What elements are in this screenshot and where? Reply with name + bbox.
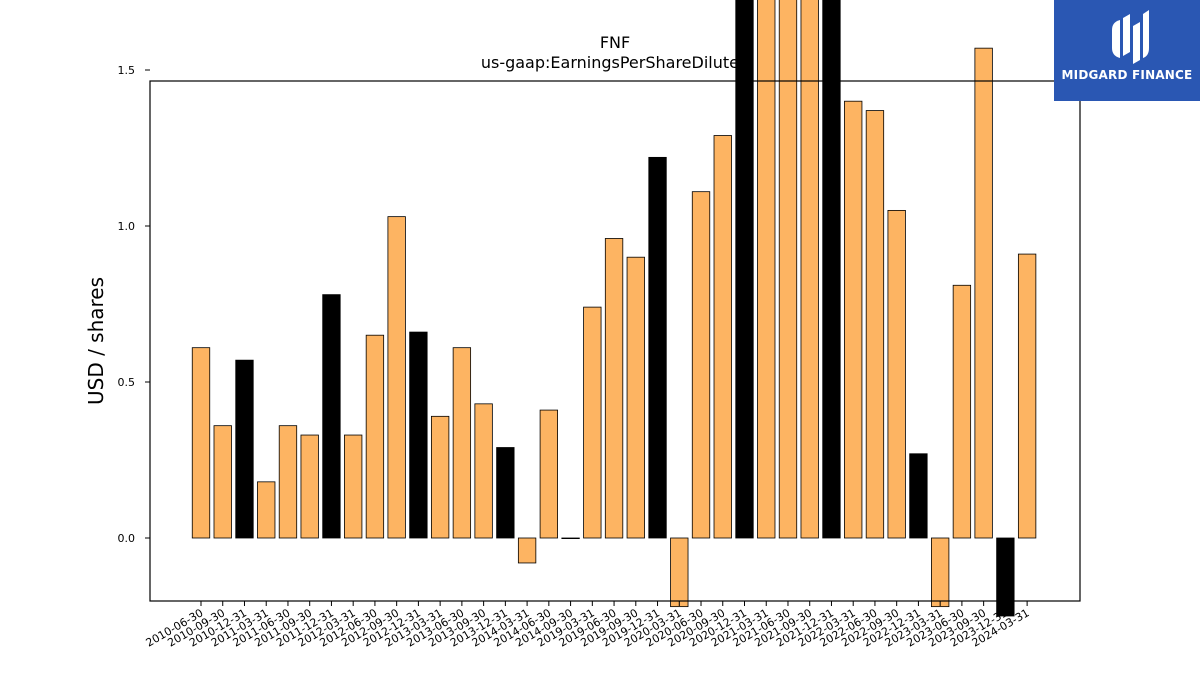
bar-2012-12-31 — [409, 331, 428, 539]
bar-2022-03-31 — [844, 100, 863, 539]
bar-2020-12-31 — [735, 0, 754, 539]
bar-2010-09-30 — [213, 425, 232, 539]
bar-2019-09-30 — [626, 256, 645, 539]
bar-2010-12-31 — [235, 359, 254, 539]
bar-2019-12-31 — [648, 156, 667, 539]
bar-2011-09-30 — [300, 434, 319, 539]
bar-2012-09-30 — [387, 216, 406, 539]
bar-2022-06-30 — [865, 110, 885, 539]
bar-2024-03-31 — [1017, 253, 1037, 539]
bar-2023-12-31 — [996, 537, 1015, 617]
bar-2011-03-31 — [257, 481, 276, 539]
bar-2019-06-30 — [604, 238, 624, 539]
y-ticks-layer: 0.00.51.01.52.02.5 — [118, 64, 150, 545]
bar-2021-12-31 — [822, 0, 841, 539]
chart-title: FNF — [600, 33, 630, 52]
bar-2013-06-30 — [452, 347, 472, 539]
y-tick-label: 1.5 — [118, 64, 136, 77]
chart-subtitle: us-gaap:EarningsPerShareDiluted — [481, 53, 749, 72]
bar-2022-12-31 — [909, 453, 928, 539]
bar-2014-06-30 — [539, 409, 558, 539]
bar-2023-06-30 — [952, 284, 972, 539]
midgard-logo: MIDGARD FINANCE — [1054, 0, 1200, 101]
plot-frame — [149, 80, 1081, 602]
bar-2022-09-30 — [887, 209, 906, 539]
logo-text: MIDGARD FINANCE — [1061, 68, 1193, 82]
bar-2020-06-30 — [691, 191, 711, 539]
bar-2013-09-30 — [474, 403, 493, 539]
bar-2010-06-30 — [191, 347, 211, 539]
bar-2013-12-31 — [496, 447, 515, 539]
y-tick-label: 0.5 — [118, 376, 136, 389]
bar-2021-03-31 — [757, 0, 776, 539]
y-tick-label: 0.0 — [118, 532, 136, 545]
bar-2023-09-30 — [974, 47, 993, 539]
bar-2021-09-30 — [800, 0, 819, 539]
x-ticks-layer: 2010-06-302010-09-302010-12-312011-03-31… — [144, 601, 1032, 650]
bar-2020-09-30 — [713, 135, 732, 539]
midgard-logo-icon — [1112, 10, 1149, 64]
y-axis-label: USD / shares — [84, 277, 108, 405]
bar-2011-12-31 — [322, 294, 341, 539]
bar-2019-03-31 — [583, 306, 602, 539]
bar-2013-03-31 — [430, 415, 450, 539]
bar-2012-06-30 — [365, 334, 385, 539]
bar-2014-09-30 — [561, 537, 580, 540]
bar-2012-03-31 — [344, 434, 363, 539]
bar-2014-03-31 — [517, 537, 537, 564]
bar-2020-03-31 — [670, 537, 689, 608]
bar-2021-06-30 — [778, 0, 798, 539]
bars-layer — [191, 0, 1037, 617]
bar-2011-06-30 — [278, 425, 298, 539]
bar-2023-03-31 — [931, 537, 950, 608]
y-tick-label: 1.0 — [118, 220, 136, 233]
